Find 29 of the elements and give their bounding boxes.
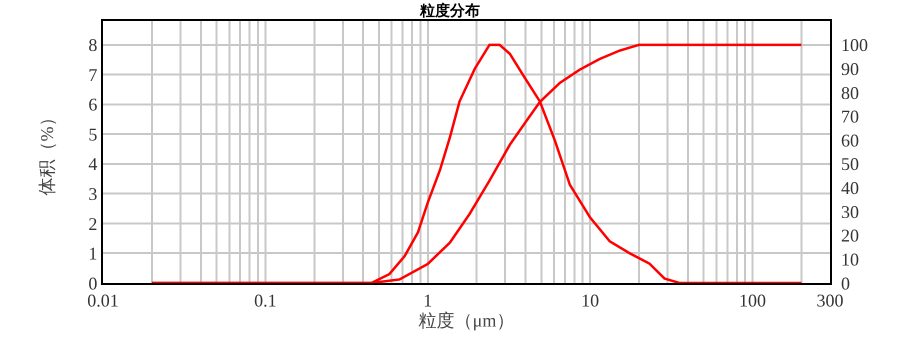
y2-tick-label: 80 [841,82,859,103]
x-tick-label: 100 [739,290,766,311]
y-tick-label: 7 [88,64,98,85]
y-axis-title: 体积（%） [37,108,58,196]
x-tick-label: 300 [816,290,844,311]
y2-tick-label: 70 [841,106,859,127]
y2-tick-label: 100 [841,35,868,56]
x-axis-title: 粒度（μm） [418,310,514,331]
y2-tick-label: 20 [841,226,859,246]
y-tick-label: 0 [88,273,98,294]
x-tick-label: 0.01 [87,290,119,311]
y2-tick-label: 90 [841,58,859,79]
y-tick-label: 3 [88,184,98,204]
x-tick-label: 1 [423,290,432,311]
x-tick-label: 10 [581,290,600,311]
y-tick-label: 5 [88,124,98,144]
y2-tick-label: 60 [841,130,859,150]
y2-tick-label: 10 [841,249,859,270]
y-tick-label: 4 [88,154,98,174]
y2-tick-label: 0 [841,273,850,294]
y-tick-label: 6 [88,94,98,115]
y2-tick-label: 50 [841,154,859,174]
y-tick-label: 1 [88,244,98,264]
y2-tick-label: 30 [841,202,859,222]
y-tick-label: 8 [88,35,98,56]
chart-title: 粒度分布 [419,2,480,20]
y-tick-label: 2 [88,214,98,234]
x-tick-label: 0.1 [254,290,277,311]
y2-tick-label: 40 [841,178,859,198]
